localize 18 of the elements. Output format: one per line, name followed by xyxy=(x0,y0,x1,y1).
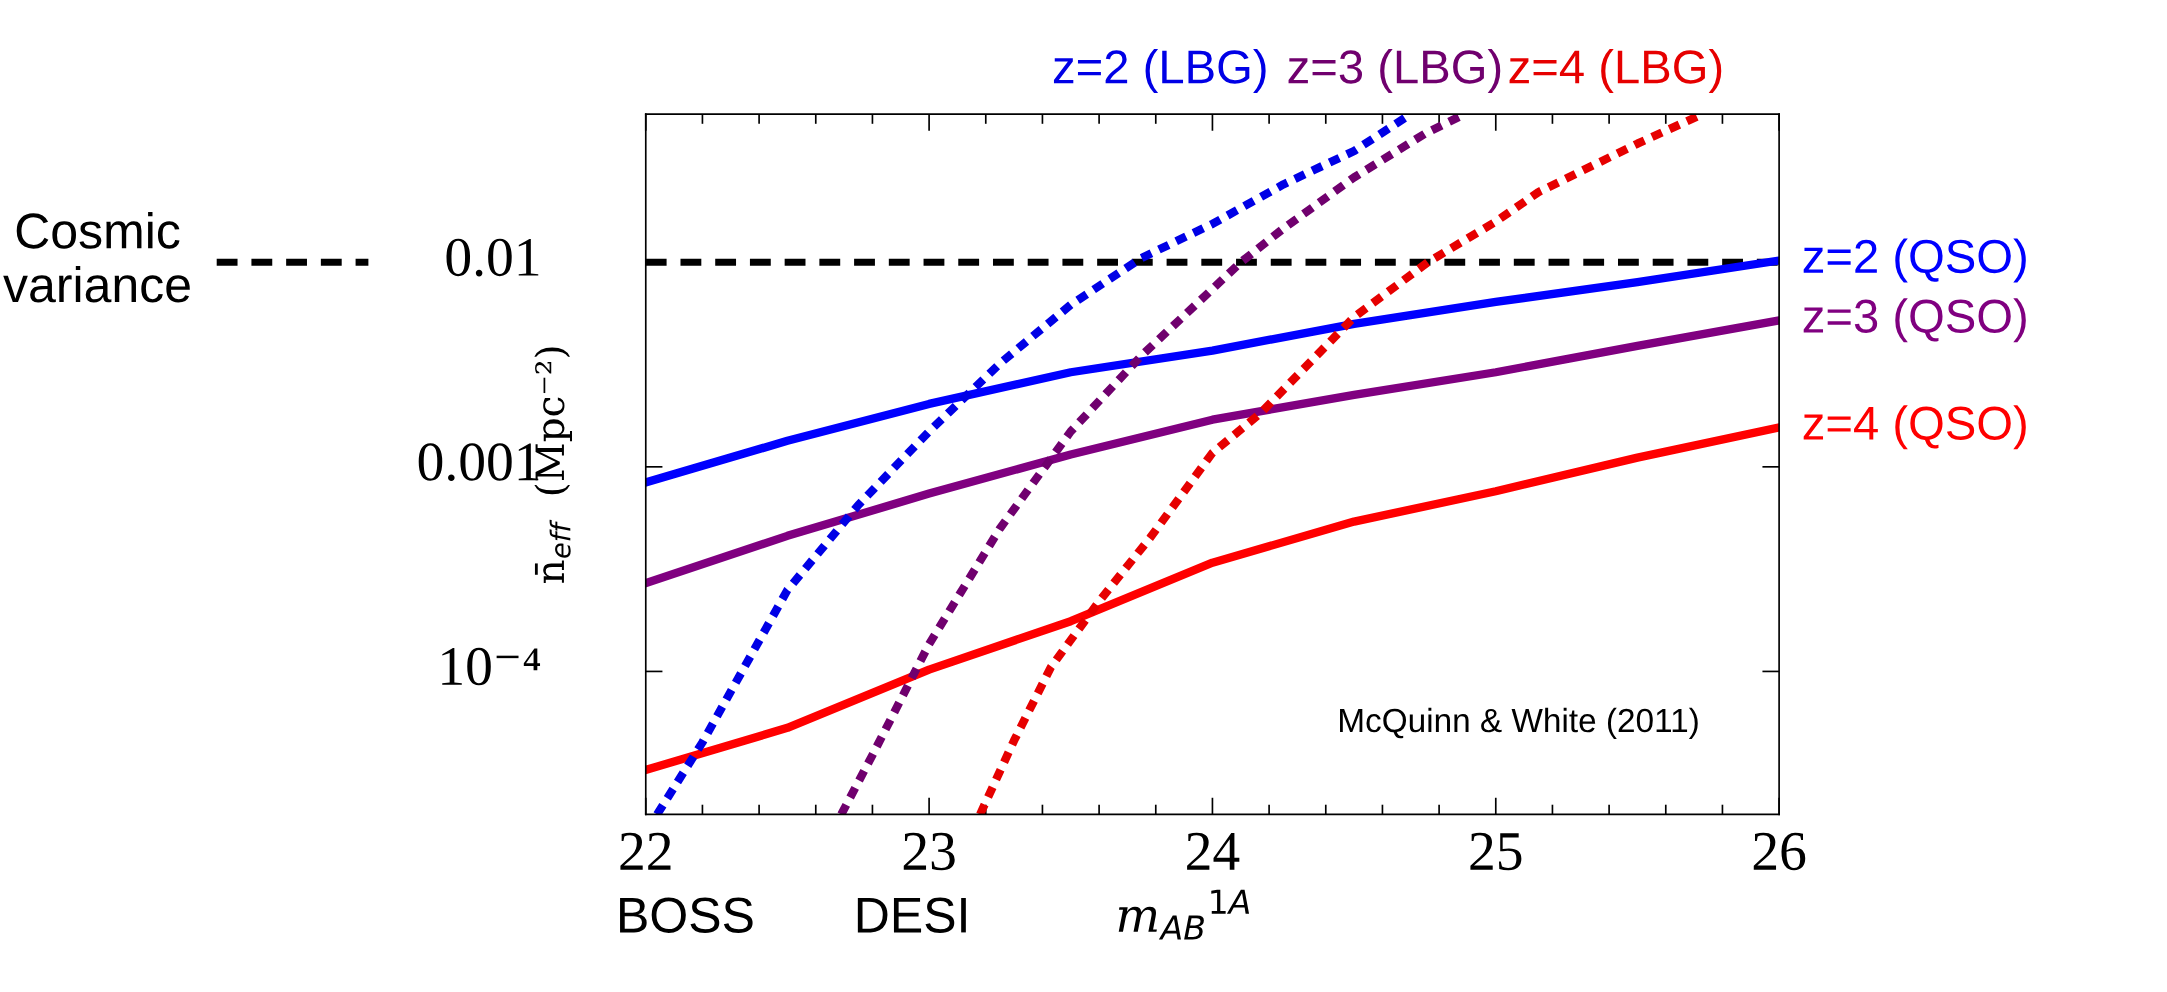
x-tick-label: 24 xyxy=(1187,832,1240,870)
series-label: z=3 (LBG) xyxy=(1288,49,1501,94)
text: BOSS xyxy=(620,897,753,933)
y-tick-label: 10⁻⁴ xyxy=(442,647,541,686)
x-axis-title: m$_{AB}$$^{1A}$ xyxy=(1118,889,1250,940)
text: DESI xyxy=(857,897,966,933)
y-tick-label: 0.01 xyxy=(446,238,539,277)
ref-line-label: Cosmic variance xyxy=(3,212,190,303)
series-label: z=2 (LBG) xyxy=(1053,49,1266,94)
series-label: z=4 (LBG) xyxy=(1509,49,1722,94)
x-tick-label: 23 xyxy=(903,832,955,871)
series-label: z=3 (QSO) xyxy=(1803,298,2026,343)
x-tick-label: 22 xyxy=(620,832,671,870)
series-label: z=4 (QSO) xyxy=(1803,405,2026,450)
x-tick-label: 26 xyxy=(1753,832,1806,871)
annotation: McQuinn & White (2011) xyxy=(1340,707,1698,739)
x-tick-label: 25 xyxy=(1470,832,1522,871)
series-label: z=2 (QSO) xyxy=(1803,238,2026,283)
